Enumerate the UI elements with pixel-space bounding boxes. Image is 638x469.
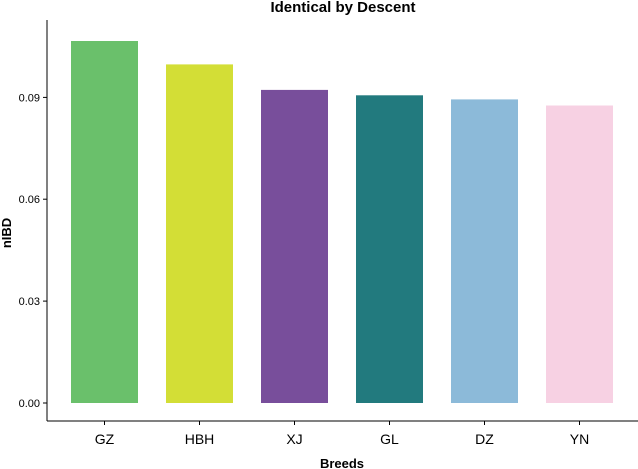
- bar-yn: [546, 105, 613, 403]
- bar-xj: [261, 89, 328, 404]
- bar-gl: [356, 95, 423, 404]
- x-tick-label-gl: GL: [380, 431, 399, 447]
- y-axis-title: nIBD: [0, 218, 14, 248]
- y-tick-label: 0.00: [19, 398, 40, 410]
- y-tick-label: 0.09: [19, 92, 40, 104]
- y-tick-label: 0.06: [19, 194, 40, 206]
- y-axis-ticks: 0.00 0.03 0.06 0.09: [19, 92, 47, 410]
- bar-hbh: [166, 64, 233, 404]
- x-tick-label-hbh: HBH: [185, 431, 215, 447]
- chart-title: Identical by Descent: [270, 0, 415, 16]
- x-tick-label-xj: XJ: [286, 431, 302, 447]
- y-tick-label: 0.03: [19, 296, 40, 308]
- bar-gz: [71, 41, 138, 403]
- x-tick-label-dz: DZ: [475, 431, 494, 447]
- x-tick-label-yn: YN: [570, 431, 589, 447]
- bar-dz: [451, 99, 518, 404]
- x-tick-label-gz: GZ: [95, 431, 115, 447]
- x-axis-ticks: GZ HBH XJ GL DZ YN: [95, 421, 589, 447]
- bars-group: [71, 41, 613, 404]
- x-axis-title: Breeds: [320, 456, 364, 469]
